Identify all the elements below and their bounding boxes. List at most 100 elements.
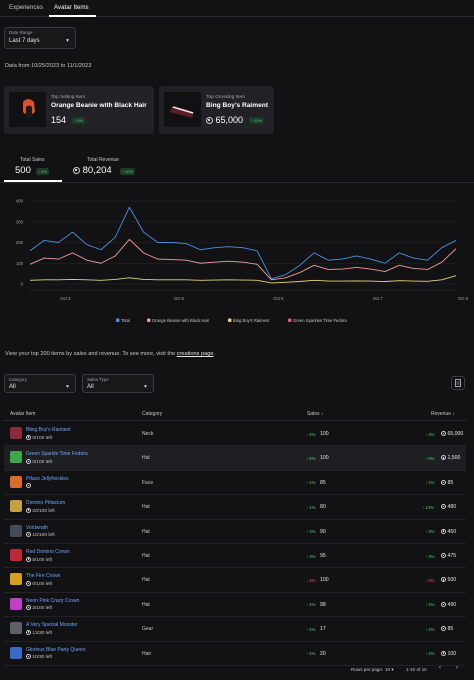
revenue-change: ↑ 5% <box>425 455 435 461</box>
robux-icon <box>26 532 31 538</box>
item-name-link[interactable]: A Very Special Monster <box>26 622 78 629</box>
active-stat-indicator <box>4 180 62 182</box>
item-revenue: 1,500 <box>441 455 460 461</box>
table-row[interactable]: Piface Jellyfreckles Face ↑ 1% 85 ↑ 1% 85 <box>4 471 466 496</box>
x-tick-label: Oct 5 <box>174 296 185 301</box>
robux-icon <box>26 654 31 660</box>
table-row[interactable]: Domino Pittacium 20/100 left Hat ↑ 1% 80 ↑ 1… <box>4 495 466 520</box>
y-tick-label: 200 <box>16 240 24 245</box>
item-thumbnail <box>9 92 46 127</box>
table-row[interactable]: The Fire Crown 0/100 left Hat ↓ 2% 100 ↓ 2% … <box>4 568 466 593</box>
rows-per-page-select[interactable]: 10 ▾ <box>385 667 394 672</box>
sales-change: ↑ 1% <box>306 480 316 486</box>
column-header-sales[interactable]: Sales ↓ <box>307 411 324 417</box>
creations-page-link[interactable]: creations page <box>176 351 214 357</box>
robux-icon <box>441 626 446 632</box>
sales-change: ↓ 2% <box>306 577 316 583</box>
divider <box>4 420 466 421</box>
item-thumbnail-icon <box>10 549 22 561</box>
item-thumbnail-icon <box>10 646 22 659</box>
table-row[interactable]: Red Domino Crown 5/100 left Hat ↑ 3% 95 ↑ 3%… <box>4 544 466 569</box>
item-stock: 10/30 left <box>26 654 52 660</box>
item-sales: 95 <box>320 553 326 559</box>
document-icon <box>455 379 461 387</box>
item-thumbnail-icon <box>10 573 22 586</box>
tab-avatar-items[interactable]: Avatar Items <box>54 4 89 11</box>
total-sales-change: ↑ 5% <box>36 168 49 175</box>
y-tick-label: 100 <box>16 261 24 266</box>
revenue-change: ↑ 2% <box>425 602 435 608</box>
category-select[interactable]: Category All ▼ <box>4 374 76 393</box>
item-sales: 98 <box>320 601 326 608</box>
category-value: All <box>9 383 16 390</box>
table-row[interactable]: Glorious Blue Party Queen 10/30 left Hair… <box>4 642 466 666</box>
item-revenue-value: 475 <box>447 553 457 559</box>
item-stock <box>26 483 31 489</box>
item-thumbnail-icon <box>10 500 22 513</box>
item-revenue: 65,000 <box>441 431 463 437</box>
item-name-link[interactable]: Neon Pink Crazy Crown <box>26 597 80 604</box>
robux-icon <box>26 483 31 489</box>
tab-experiences[interactable]: Experiences <box>9 4 44 11</box>
robux-icon <box>26 605 31 611</box>
item-sales: 100 <box>320 577 329 584</box>
item-sales: 80 <box>320 504 326 511</box>
item-name-link[interactable]: Red Domino Crown <box>26 549 70 555</box>
item-thumbnail-icon <box>10 451 22 464</box>
item-stock: 20/100 left <box>26 507 55 514</box>
item-revenue-value: 65,000 <box>447 431 464 437</box>
item-name-link[interactable]: The Fire Crown <box>26 573 61 580</box>
table-row[interactable]: Bling Boy's Raiment 0/100 left Neck ↑ 2% 10… <box>4 422 466 447</box>
item-name-link[interactable]: Green Sparkle Time Fedora <box>26 451 88 458</box>
robux-icon <box>441 553 446 558</box>
table-row[interactable]: Green Sparkle Time Fedora 0/100 left Hat ↑… <box>4 446 466 471</box>
y-tick-label: 300 <box>16 219 24 224</box>
legend-label: Green Sparkles Time Fedora <box>293 318 347 323</box>
robux-icon <box>26 629 31 635</box>
legend-label: Bing Boy's Raiment <box>233 318 270 323</box>
chevron-down-icon: ▼ <box>65 38 70 44</box>
sales-type-select[interactable]: Sales Type All ▼ <box>82 374 154 393</box>
category-label: Category <box>9 377 27 382</box>
item-revenue: 475 <box>441 553 456 559</box>
item-category: Hair <box>142 650 152 657</box>
column-header-revenue[interactable]: Revenue ↓ <box>431 411 455 417</box>
date-range-value: Last 7 days <box>9 38 40 44</box>
top-grossing-card[interactable]: Top Grossing Item Bing Boy's Raiment 65,… <box>159 86 274 134</box>
item-name-link[interactable]: Bling Boy's Raiment <box>26 427 71 433</box>
top-selling-card[interactable]: Top Selling Item Orange Beanie with Blac… <box>4 86 154 134</box>
item-name-link[interactable]: Voidwrath <box>26 524 48 531</box>
item-stock: 10/100 left <box>26 532 55 538</box>
item-revenue-value: 85 <box>447 626 454 633</box>
next-page-button[interactable]: › <box>456 665 458 671</box>
table-row[interactable]: Voidwrath 10/100 left Hat ↑ 3% 90 ↑ 3% 450 <box>4 520 466 544</box>
rows-per-page-value: 10 <box>385 667 391 672</box>
revenue-change: ↑ 2% <box>425 651 435 657</box>
item-name-link[interactable]: Piface Jellyfreckles <box>26 475 69 482</box>
revenue-change: ↑ 13% <box>422 504 434 510</box>
item-name-link[interactable]: Glorious Blue Party Queen <box>26 646 86 653</box>
robux-icon <box>441 455 446 461</box>
legend-item: Bing Boy's Raiment <box>228 318 270 323</box>
column-header-item: Avatar Item <box>10 411 36 417</box>
table-row[interactable]: Neon Pink Crazy Crown 2/100 left Hat ↑ 2% 9… <box>4 593 466 618</box>
date-range-label: Date Range <box>9 30 33 35</box>
date-range-select[interactable]: Date Range Last 7 days ▼ <box>4 27 76 49</box>
item-name-link[interactable]: Domino Pittacium <box>26 500 66 507</box>
export-button[interactable] <box>451 376 465 390</box>
sales-change: ↑ 3% <box>306 553 316 559</box>
rows-per-page-label: Rows per page: <box>351 667 384 672</box>
robux-icon <box>26 507 31 513</box>
robux-icon <box>26 556 31 562</box>
table-row[interactable]: A Very Special Monster 13/30 left Gear ↑ 2… <box>4 617 466 642</box>
sales-change: ↑ 2% <box>306 626 316 632</box>
prev-page-button[interactable]: ‹ <box>439 665 441 671</box>
robux-icon <box>206 117 213 124</box>
pagination-range: 1-10 of 10 <box>406 667 427 672</box>
item-left: 5/100 left <box>32 557 53 563</box>
robux-icon <box>441 431 446 436</box>
info-text-body: View your top 200 items by sales and rev… <box>5 351 177 357</box>
total-revenue-value: 80,204 <box>82 165 112 176</box>
item-left: 0/100 left <box>32 459 53 465</box>
